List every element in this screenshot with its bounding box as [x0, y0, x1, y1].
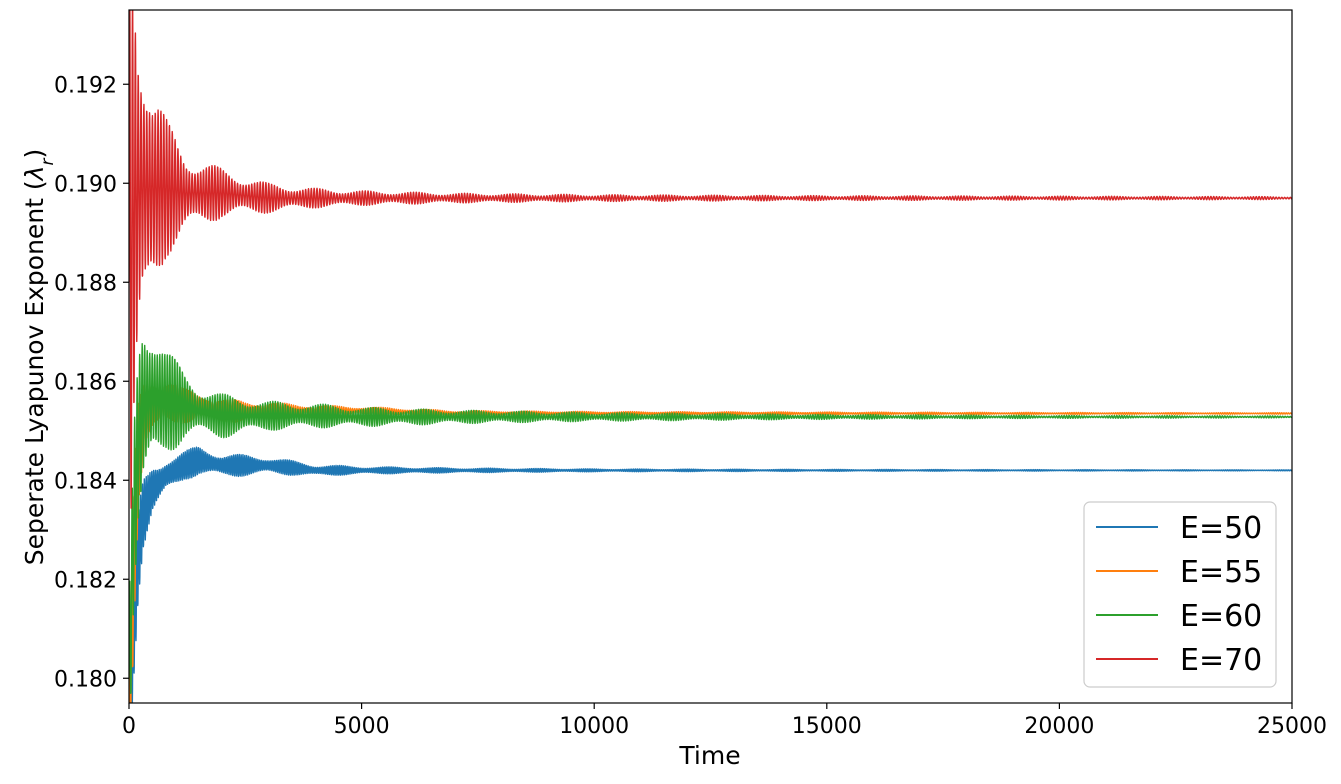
- y-axis-ticks: 0.180 0.182 0.184 0.186 0.188 0.190 0.192: [54, 73, 129, 692]
- series-line-e-50: [129, 446, 1292, 703]
- x-axis-ticks: 0 5000 10000 15000 20000 25000: [122, 703, 1327, 739]
- y-axis-label-symbol: λ: [20, 166, 49, 183]
- legend-label: E=60: [1180, 599, 1262, 634]
- y-tick-label: 0.186: [54, 370, 117, 395]
- y-tick-label: 0.188: [54, 271, 117, 296]
- x-tick-label: 10000: [559, 714, 629, 739]
- x-axis-label: Time: [678, 741, 740, 770]
- y-tick-label: 0.190: [54, 172, 117, 197]
- y-tick-label: 0.182: [54, 568, 117, 593]
- legend-label: E=70: [1180, 643, 1262, 678]
- x-tick-label: 5000: [334, 714, 390, 739]
- series-layer: [129, 10, 1292, 703]
- x-tick-label: 25000: [1257, 714, 1327, 739]
- legend: E=50 E=55 E=60 E=70: [1083, 501, 1277, 688]
- y-tick-label: 0.192: [54, 73, 117, 98]
- y-tick-label: 0.180: [54, 667, 117, 692]
- plot-frame: [128, 9, 1293, 704]
- x-tick-label: 0: [122, 714, 136, 739]
- series-line-e-70: [129, 10, 1292, 509]
- legend-label: E=55: [1180, 555, 1262, 590]
- series-line-e-60: [129, 343, 1292, 695]
- legend-box: [1083, 501, 1277, 688]
- y-axis-label: Seperate Lyapunov Exponent (λr): [20, 149, 58, 565]
- y-axis-label-subscript: r: [38, 158, 58, 166]
- legend-label: E=50: [1180, 511, 1262, 546]
- y-axis-label-close: ): [20, 149, 49, 159]
- y-axis-label-text: Seperate Lyapunov Exponent (: [20, 180, 49, 565]
- y-tick-label: 0.184: [54, 469, 117, 494]
- x-tick-label: 20000: [1024, 714, 1094, 739]
- x-tick-label: 15000: [792, 714, 862, 739]
